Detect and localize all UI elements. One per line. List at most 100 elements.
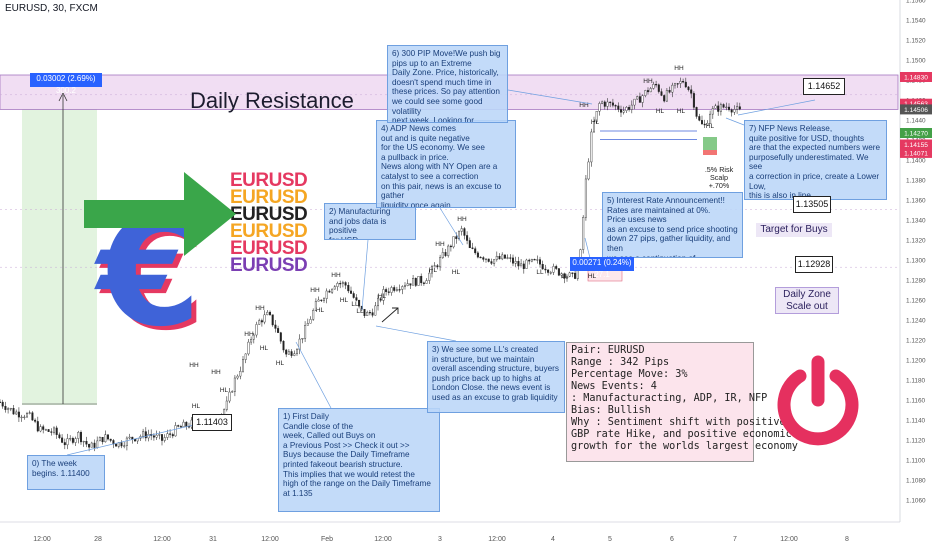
x-tick-label: 6 [670,536,674,543]
candle-body [641,95,644,103]
note-manufacturing[interactable]: 2) Manufacturing and jobs data is positi… [324,203,416,240]
candle-body [447,245,450,256]
candle-body [371,312,374,316]
candle-body [557,268,560,276]
candle-body [328,290,331,293]
eurusd-logo-text-4: EURUSD [230,221,308,242]
candle-body [255,324,258,336]
candle-body [709,113,712,124]
ticker-title: EURUSD, 30, FXCM [5,3,98,14]
candle-body [733,109,736,113]
candle-body [601,101,604,104]
candle-body [517,261,520,267]
y-tick-label: 1.1540 [906,18,926,25]
structure-mark-hl: HL [677,108,686,115]
candle-body [333,286,336,290]
note-first-daily-close[interactable]: 1) First Daily Candle close of the week,… [278,408,440,512]
structure-mark-hh: HH [255,305,265,312]
candle-body [412,278,415,286]
candle-body [593,121,596,133]
candle-body [736,106,739,110]
note-adp-news[interactable]: 4) ADP News comes out and is quite negat… [376,120,516,208]
note-connector-2 [361,239,369,311]
candle-body [525,259,528,269]
candle-body [409,283,412,286]
move-arrow-head [58,92,68,102]
candle-body [620,109,623,113]
price-axis-tag: 1.14071 [904,150,928,157]
price-axis-tag-bg [900,147,932,158]
candle-body [611,102,614,106]
candle-body [9,408,12,410]
candle-body [79,432,82,443]
candle-body [571,272,574,274]
candle-body [395,289,398,291]
summary-news: News Events: 4 [571,381,657,392]
note-structure-ll[interactable]: 3) We see some LL's created in structure… [427,341,565,413]
candle-body [155,434,158,438]
candle-body [98,437,101,442]
candle-body [115,443,118,447]
candle-body [493,259,496,264]
candle-body [317,299,320,302]
tag-1-12928: 1.12928 [795,256,833,273]
candle-body [555,266,558,269]
candle-body [566,276,569,279]
candle-body [58,434,61,439]
candle-body [463,228,466,236]
candle-body [425,280,428,284]
candle-body [487,258,490,262]
note-week-begins[interactable]: 0) The week begins. 1.11400 [27,455,105,490]
x-tick-label: 12:00 [153,536,171,543]
candle-body [4,406,7,410]
candle-body [719,104,722,112]
structure-mark-hh: HH [211,369,221,376]
price-axis-tag-bg [900,128,932,138]
candle-body [15,411,18,415]
structure-mark-hl: HL [591,119,600,126]
structure-mark-hh: HH [435,241,445,248]
candle-body [290,351,293,356]
candle-body [676,83,679,85]
candle-body [644,90,647,96]
summary-percentage: Percentage Move: 3% [571,369,688,380]
structure-mark-hl: HL [220,387,229,394]
candle-body [490,261,493,264]
candle-body [323,298,326,301]
note-nfp-release[interactable]: 7) NFP News Release, quite positive for … [744,120,887,200]
candle-body [269,311,272,315]
note-300-pip-move[interactable]: 6) 300 PIP Move!We push big pips up to a… [387,45,508,123]
candle-body [109,438,112,441]
candle-body [42,426,45,430]
candle-body [61,437,64,443]
candle-body [34,419,37,422]
structure-mark-hl: HL [452,269,461,276]
candle-body [636,96,639,100]
candle-body [533,259,536,261]
candle-body [541,264,544,270]
candle-body [606,101,609,107]
candle-body [279,332,282,342]
x-tick-label: 4 [551,536,555,543]
candle-body [82,440,85,443]
candle-body [584,178,587,218]
x-tick-label: 31 [209,536,217,543]
y-tick-label: 1.1060 [906,498,926,505]
time-axis-bg [0,522,900,550]
y-tick-label: 1.1500 [906,58,926,65]
candle-body [133,438,136,442]
tag-1-11403: 1.11403 [192,414,232,431]
candle-body [125,437,128,446]
structure-mark-hh: HH [189,362,199,369]
candle-body [185,421,188,427]
candle-body [171,434,174,437]
candle-body [158,434,161,436]
candle-body [725,106,728,109]
candle-body [663,95,666,102]
candle-body [7,408,10,410]
candle-body [609,101,612,104]
note-connector-8 [737,99,816,116]
note-interest-rate[interactable]: 5) Interest Rate Announcement!! Rates ar… [602,192,743,258]
candle-body [722,104,725,108]
structure-mark-hl: HL [260,345,269,352]
